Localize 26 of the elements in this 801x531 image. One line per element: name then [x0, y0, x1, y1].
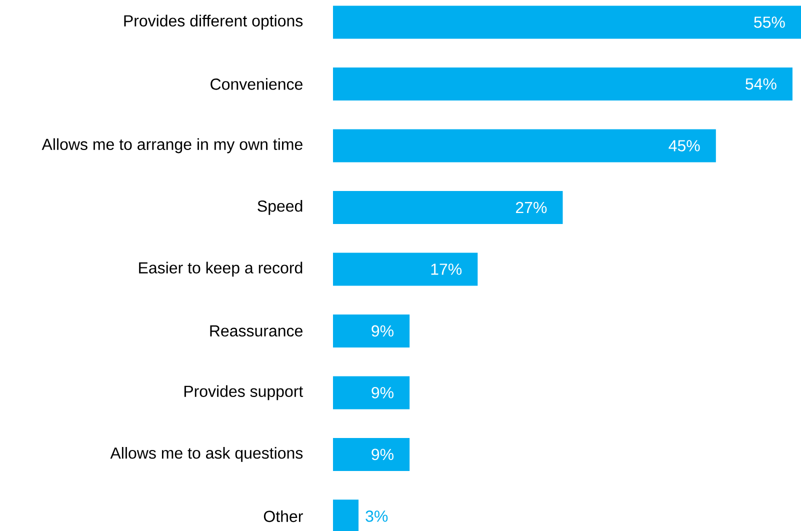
data-label: 55% [754, 16, 785, 28]
y-tick-label: Provides support [184, 385, 304, 400]
data-label: 17% [431, 264, 462, 275]
data-label: 3% [366, 510, 388, 522]
bar [333, 129, 716, 162]
y-tick-label: Speed [258, 200, 302, 215]
bar [333, 376, 410, 410]
y-tick-label: Provides different options [124, 14, 303, 30]
data-label: 9% [372, 387, 394, 398]
data-label: 54% [746, 78, 776, 90]
y-tick-label: Allows me to ask questions [110, 446, 303, 462]
bar [333, 67, 792, 100]
data-label: 27% [516, 202, 547, 214]
bar [333, 438, 410, 471]
y-tick-label: Convenience [210, 78, 302, 90]
bar [333, 314, 410, 348]
bar [333, 190, 563, 224]
bar [333, 252, 478, 286]
data-label: 9% [372, 448, 394, 460]
bar [333, 6, 801, 39]
y-tick-label: Allows me to arrange in my own time [42, 138, 302, 154]
data-label: 45% [668, 140, 700, 152]
y-tick-label: Easier to keep a record [139, 262, 302, 277]
data-label: 9% [372, 325, 394, 337]
y-tick-label: Reassurance [210, 325, 302, 337]
y-tick-label: Other [264, 510, 303, 522]
